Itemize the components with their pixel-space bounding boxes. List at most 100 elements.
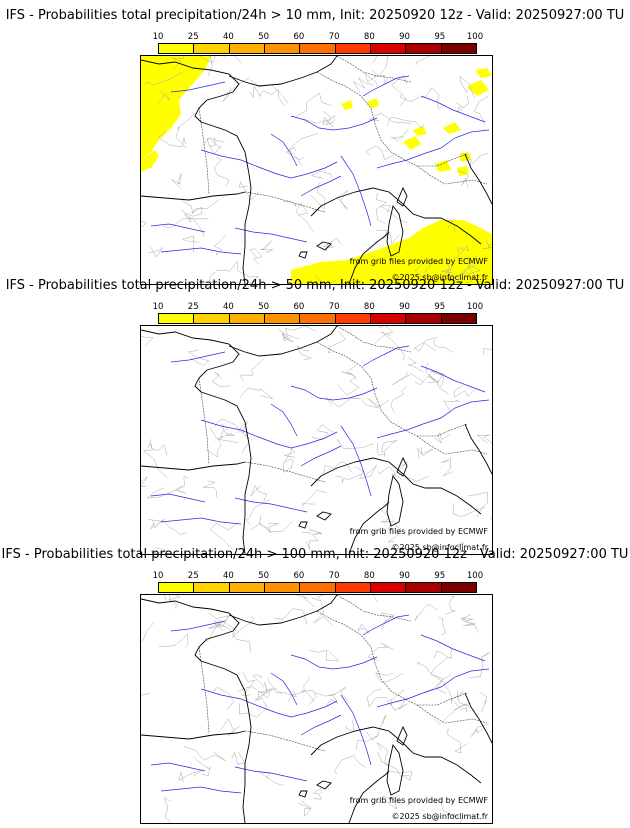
copyright-credit: ©2025 sb@infoclimat.fr: [391, 543, 488, 552]
coastlines: [141, 56, 492, 284]
colorbar-segment: [194, 44, 230, 53]
data-source-credit: from grib files provided by ECMWF: [349, 527, 488, 536]
colorbar-tick-label: 80: [363, 302, 375, 312]
precipitation-area: [171, 56, 211, 86]
precipitation-area: [413, 126, 427, 136]
map-canvas: [141, 56, 492, 284]
colorbar-tick-label: 25: [187, 571, 199, 581]
rivers: [150, 75, 490, 255]
precipitation-area: [459, 152, 471, 162]
colorbar-segment: [264, 314, 301, 323]
coastlines: [141, 595, 492, 823]
colorbar-labels: 10 25 40 50 60 70 80 90 95 100: [153, 32, 484, 42]
colorbar-tick-label: 50: [258, 32, 270, 42]
colorbar-tick-label: 90: [399, 571, 410, 581]
colorbar-segment: [335, 44, 371, 53]
panel-title: IFS - Probabilities total precipitation/…: [5, 8, 625, 23]
precipitation-area: [441, 254, 471, 272]
copyright-credit: ©2025 sb@infoclimat.fr: [391, 273, 488, 282]
colorbar-segment: [229, 44, 265, 53]
colorbar-labels: 10 25 40 50 60 70 80 90 95 100: [153, 571, 484, 581]
colorbar-segment: [300, 583, 336, 592]
precipitation-area: [457, 166, 469, 176]
colorbar: [158, 313, 477, 324]
rivers: [150, 345, 490, 525]
colorbar-segment: [441, 44, 476, 53]
colorbar-tick-label: 50: [258, 571, 270, 581]
colorbar-tick-label: 70: [328, 302, 340, 312]
colorbar-segment: [441, 314, 476, 323]
precipitation-area: [141, 150, 159, 172]
colorbar-tick-label: 90: [399, 302, 410, 312]
colorbar-segment: [159, 314, 195, 323]
colorbar-tick-label: 60: [293, 32, 305, 42]
map-canvas: [141, 326, 492, 554]
colorbar-segment: [441, 583, 476, 592]
admin-boundaries: [141, 326, 492, 554]
colorbar-segment: [229, 314, 265, 323]
colorbar-tick-label: 100: [466, 302, 484, 312]
admin-boundaries: [141, 56, 492, 284]
colorbar-segment: [194, 583, 230, 592]
colorbar-segment: [264, 44, 301, 53]
precipitation-area: [341, 100, 353, 110]
colorbar-segment: [370, 314, 407, 323]
colorbar-tick-label: 10: [152, 32, 164, 42]
colorbar-tick-label: 10: [152, 302, 164, 312]
colorbar-segment: [229, 583, 265, 592]
country-borders: [198, 56, 488, 213]
precipitation-area: [443, 122, 461, 134]
colorbar-tick-label: 95: [434, 302, 446, 312]
colorbar-tick-label: 50: [258, 302, 270, 312]
country-borders: [198, 595, 488, 752]
colorbar-tick-label: 60: [293, 571, 305, 581]
colorbar-tick-label: 40: [223, 302, 234, 312]
colorbar-segment: [406, 44, 442, 53]
precipitation-area: [403, 136, 421, 150]
colorbar-tick-label: 70: [328, 571, 340, 581]
colorbar-segment: [406, 314, 442, 323]
precipitation-map: from grib files provided by ECMWF ©2025 s…: [140, 594, 493, 824]
colorbar-tick-label: 40: [223, 571, 234, 581]
forecast-panel: IFS - Probabilities total precipitation/…: [0, 547, 630, 824]
colorbar-labels: 10 25 40 50 60 70 80 90 95 100: [153, 302, 484, 312]
rivers: [150, 614, 490, 794]
colorbar-segment: [300, 44, 336, 53]
colorbar-tick-label: 10: [152, 571, 164, 581]
colorbar-segment: [406, 583, 442, 592]
precipitation-map: from grib files provided by ECMWF ©2025 s…: [140, 325, 493, 555]
precipitation-map: from grib files provided by ECMWF ©2025 s…: [140, 55, 493, 285]
colorbar-segment: [370, 44, 407, 53]
panel-title: IFS - Probabilities total precipitation/…: [5, 278, 625, 293]
colorbar-tick-label: 90: [399, 32, 410, 42]
country-borders: [198, 326, 488, 483]
colorbar-segment: [370, 583, 407, 592]
colorbar-segment: [159, 44, 195, 53]
precipitation-area: [291, 220, 492, 284]
colorbar-tick-label: 70: [328, 32, 340, 42]
admin-boundaries: [141, 595, 491, 823]
data-source-credit: from grib files provided by ECMWF: [349, 796, 488, 805]
colorbar-tick-label: 95: [434, 571, 446, 581]
forecast-panel: IFS - Probabilities total precipitation/…: [0, 8, 630, 285]
colorbar-tick-label: 60: [293, 302, 305, 312]
colorbar-segment: [335, 583, 371, 592]
precipitation-area: [467, 80, 489, 96]
colorbar-tick-label: 25: [187, 32, 199, 42]
colorbar-segment: [335, 314, 371, 323]
precipitation-area: [367, 98, 379, 108]
colorbar-segment: [300, 314, 336, 323]
colorbar-tick-label: 100: [466, 32, 484, 42]
colorbar-tick-label: 25: [187, 302, 199, 312]
copyright-credit: ©2025 sb@infoclimat.fr: [391, 812, 488, 821]
colorbar-segment: [194, 314, 230, 323]
colorbar-tick-label: 40: [223, 32, 234, 42]
map-canvas: [141, 595, 492, 823]
colorbar-segment: [264, 583, 301, 592]
precipitation-area: [435, 160, 451, 172]
precipitation-layer: [141, 56, 492, 284]
data-source-credit: from grib files provided by ECMWF: [349, 257, 488, 266]
colorbar-tick-label: 80: [363, 571, 375, 581]
colorbar: [158, 43, 477, 54]
colorbar-tick-label: 80: [363, 32, 375, 42]
